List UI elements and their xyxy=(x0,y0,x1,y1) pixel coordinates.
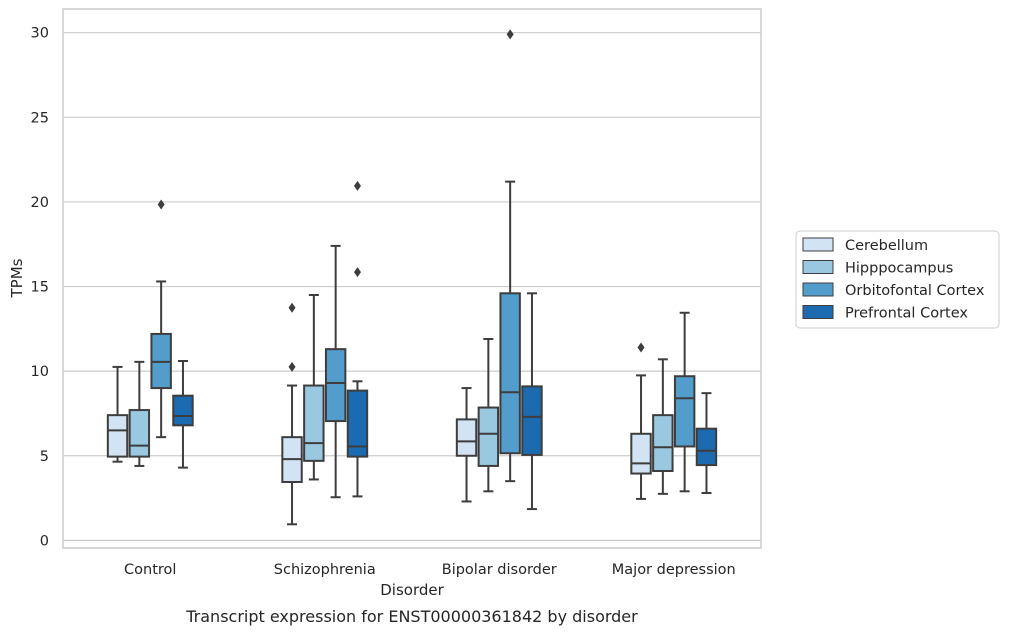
box-hipppocampus xyxy=(303,294,325,481)
y-tick-label: 25 xyxy=(31,110,49,126)
iqr-box xyxy=(303,384,325,462)
y-tick-label: 15 xyxy=(31,280,49,296)
iqr-box xyxy=(128,409,151,458)
chart-caption: Transcript expression for ENST0000036184… xyxy=(185,607,638,626)
box-cerebellum xyxy=(630,342,652,500)
outlier-point xyxy=(506,29,514,40)
iqr-box xyxy=(172,394,194,427)
outlier-point xyxy=(353,267,361,278)
boxes xyxy=(106,29,718,526)
x-tick-label: Bipolar disorder xyxy=(442,562,557,578)
plot-area-frame xyxy=(62,8,762,549)
box-prefrontal-cortex xyxy=(521,292,543,511)
legend-frame xyxy=(795,230,1000,329)
outlier-point xyxy=(157,199,165,210)
outlier-point xyxy=(288,361,296,372)
box-orbitofontal-cortex xyxy=(673,311,696,493)
legend-label: Cerebellum xyxy=(845,238,928,254)
box-hipppocampus xyxy=(477,338,500,493)
y-tick-label: 0 xyxy=(40,533,49,549)
outlier-point xyxy=(288,302,296,313)
box-orbitofontal-cortex xyxy=(324,244,347,499)
iqr-box xyxy=(630,432,652,475)
x-axis-ticks: Control Schizophrenia Bipolar disorder Majo… xyxy=(124,562,736,578)
legend-swatch xyxy=(802,305,834,319)
x-tick-label: Schizophrenia xyxy=(274,562,376,578)
x-axis-label: Disorder xyxy=(380,581,444,599)
legend-swatch xyxy=(802,237,834,252)
box-cerebellum xyxy=(281,302,303,526)
iqr-box xyxy=(673,375,696,448)
box-hipppocampus xyxy=(128,360,151,467)
x-tick-label: Major depression xyxy=(612,562,736,578)
y-axis-ticks: 0 5 10 15 20 25 30 xyxy=(31,26,49,550)
box-prefrontal-cortex xyxy=(172,360,194,469)
y-axis-label: TPMs xyxy=(8,258,26,298)
iqr-box xyxy=(106,414,129,458)
box-orbitofontal-cortex xyxy=(499,29,521,483)
legend-label: Hipppocampus xyxy=(845,261,953,277)
y-tick-label: 20 xyxy=(31,195,49,211)
box-orbitofontal-cortex xyxy=(150,199,172,439)
iqr-box xyxy=(499,292,521,455)
iqr-box xyxy=(521,385,543,456)
legend: Cerebellum Hipppocampus Orbitofontal Corte… xyxy=(795,230,1000,329)
iqr-box xyxy=(652,414,674,472)
y-tick-label: 10 xyxy=(31,364,49,380)
legend-items: Cerebellum Hipppocampus Orbitofontal Corte… xyxy=(802,237,985,322)
x-tick-label: Control xyxy=(124,562,176,578)
legend-label: Prefrontal Cortex xyxy=(845,306,968,322)
legend-swatch xyxy=(802,282,834,297)
y-tick-label: 5 xyxy=(40,449,49,465)
iqr-box xyxy=(477,406,500,467)
outlier-point xyxy=(637,342,645,353)
box-prefrontal-cortex xyxy=(346,180,369,498)
legend-label: Orbitofontal Cortex xyxy=(845,283,985,299)
iqr-box xyxy=(324,348,347,423)
legend-swatch xyxy=(802,260,834,274)
box-cerebellum xyxy=(455,387,478,503)
iqr-box xyxy=(346,389,369,458)
box-prefrontal-cortex xyxy=(695,392,718,494)
iqr-box xyxy=(695,427,718,467)
y-tick-label: 30 xyxy=(31,26,49,42)
box-cerebellum xyxy=(106,365,129,463)
iqr-box xyxy=(455,418,478,457)
box-hipppocampus xyxy=(652,358,674,495)
outlier-point xyxy=(353,180,361,191)
